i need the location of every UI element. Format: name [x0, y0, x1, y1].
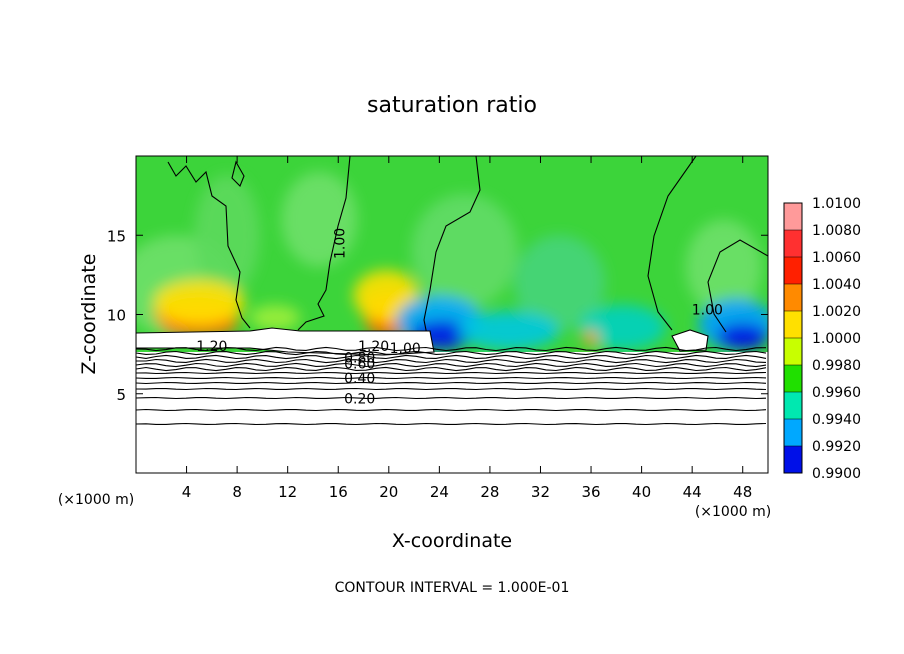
- colorbar: 1.0100 1.0080 1.0060 1.0040 1.0020 1.0000 0.99…: [783, 196, 861, 482]
- colorbar-label: 1.0100: [812, 196, 861, 212]
- x-tick-label: 16: [329, 483, 348, 501]
- x-axis: 4 8 12 16 20 24 28 32 36 40 44 48: [182, 156, 752, 501]
- colorbar-label: 0.9960: [812, 385, 861, 401]
- colorbar-swatch: [784, 311, 802, 339]
- colorbar-label: 1.0060: [812, 250, 861, 266]
- x-axis-label: X-coordinate: [392, 530, 512, 552]
- x-tick-label: 12: [278, 483, 297, 501]
- colorbar-label: 1.0040: [812, 277, 861, 293]
- x-tick-label: 8: [232, 483, 242, 501]
- field-shading: [136, 171, 768, 350]
- contour-label: 0.80: [344, 350, 375, 366]
- x-tick-label: 28: [480, 483, 499, 501]
- x-tick-label: 20: [379, 483, 398, 501]
- colorbar-swatch: [784, 203, 802, 231]
- colorbar-swatch: [784, 365, 802, 393]
- contour-label: 1.20: [196, 339, 227, 355]
- y-axis: 5 10 15: [107, 227, 768, 404]
- x-tick-label: 36: [581, 483, 600, 501]
- contour-label: 1.00: [333, 228, 349, 259]
- colorbar-swatch: [784, 230, 802, 258]
- contour-label: 0.20: [344, 392, 375, 408]
- colorbar-swatch: [784, 257, 802, 285]
- colorbar-label: 0.9920: [812, 439, 861, 455]
- x-tick-label: 24: [430, 483, 449, 501]
- colorbar-label: 0.9900: [812, 466, 861, 482]
- y-tick-label: 15: [107, 227, 126, 245]
- contour-interval-note: CONTOUR INTERVAL = 1.000E-01: [335, 580, 570, 596]
- colorbar-label: 0.9980: [812, 358, 861, 374]
- plot-area: [135, 155, 769, 474]
- contour-label: 1.00: [390, 341, 421, 357]
- y-tick-label: 10: [107, 307, 126, 325]
- x-tick-label: 44: [683, 483, 702, 501]
- contour-label: 0.60: [344, 357, 375, 373]
- y-axis-label: Z-coordinate: [78, 254, 100, 375]
- colorbar-swatch: [784, 419, 802, 447]
- x-tick-label: 40: [632, 483, 651, 501]
- colorbar-label: 0.9940: [812, 412, 861, 428]
- colorbar-label: 1.0080: [812, 223, 861, 239]
- colorbar-swatch: [784, 392, 802, 420]
- contour-lines: [136, 156, 768, 426]
- x-unit-left: (×1000 m): [58, 492, 134, 508]
- contour-label: 1.00: [692, 303, 723, 319]
- y-tick-label: 5: [116, 386, 126, 404]
- colorbar-swatch: [784, 338, 802, 366]
- colorbar-label: 1.0020: [812, 304, 861, 320]
- colorbar-swatch: [784, 446, 802, 474]
- x-tick-label: 32: [531, 483, 550, 501]
- x-tick-label: 4: [182, 483, 192, 501]
- contour-label: 0.40: [344, 371, 375, 387]
- x-unit-right: (×1000 m): [695, 504, 771, 520]
- contour-label: 1.20: [358, 339, 389, 355]
- colorbar-label: 1.0000: [812, 331, 861, 347]
- x-tick-label: 48: [733, 483, 752, 501]
- colorbar-swatch: [784, 284, 802, 312]
- chart-title: saturation ratio: [367, 93, 537, 118]
- contour-labels: 1.001.001.20 1.20 1.000.800.600.400.20: [196, 228, 723, 408]
